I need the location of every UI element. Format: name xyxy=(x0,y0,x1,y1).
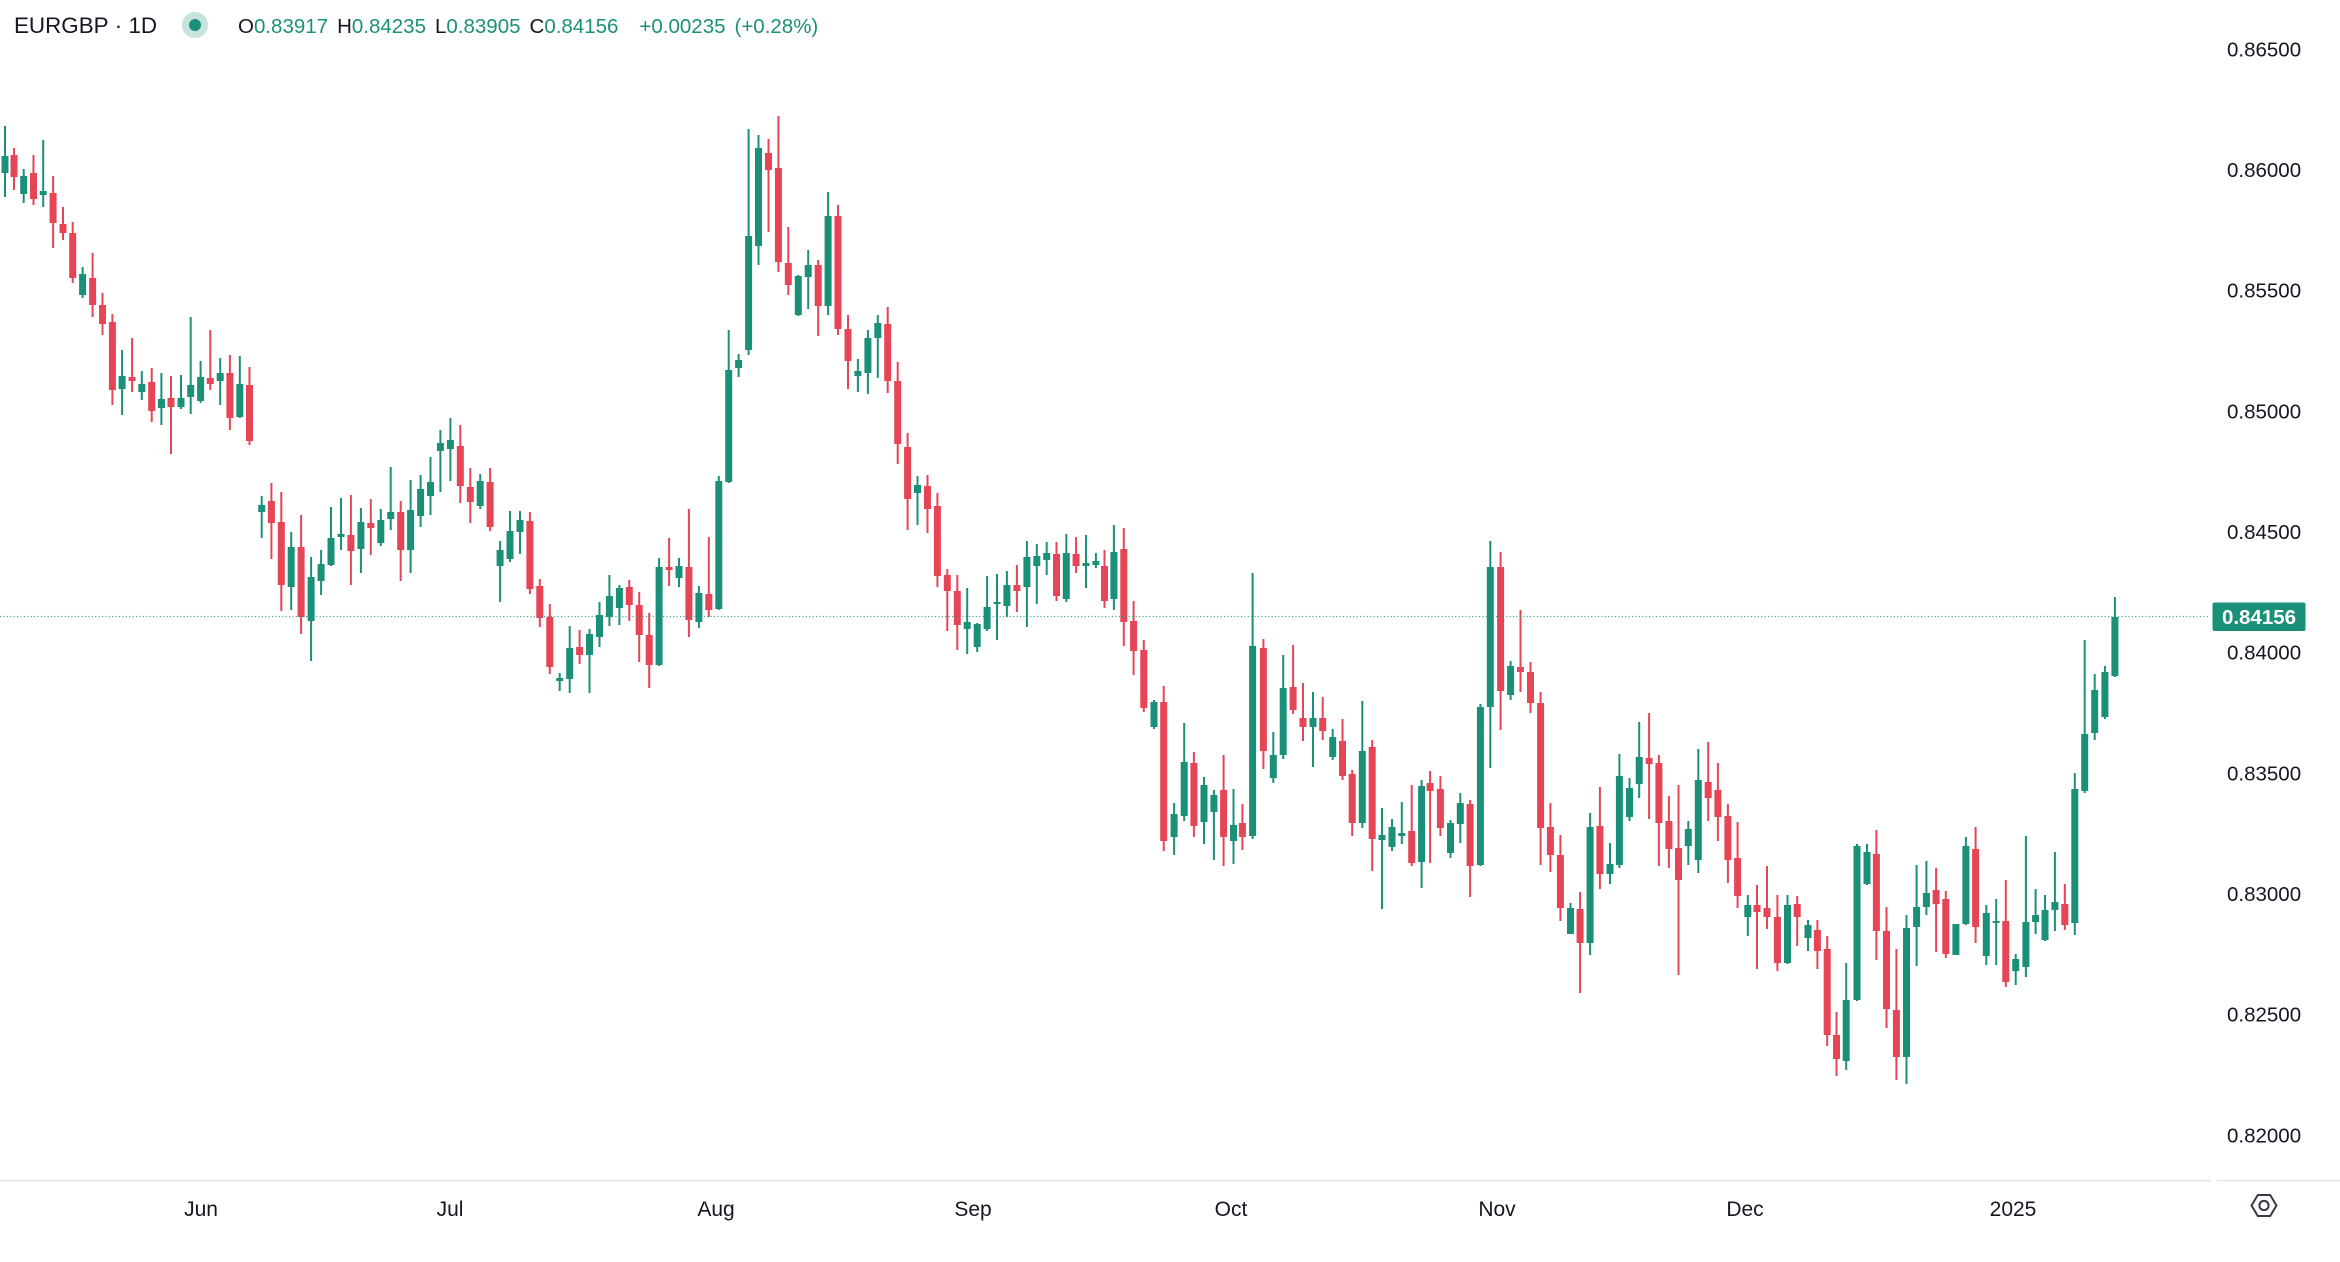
svg-text:0.83000: 0.83000 xyxy=(2227,883,2301,906)
svg-text:0.86000: 0.86000 xyxy=(2227,159,2301,182)
svg-text:2025: 2025 xyxy=(1990,1198,2037,1221)
svg-text:Nov: Nov xyxy=(1478,1198,1516,1221)
svg-text:0.82000: 0.82000 xyxy=(2227,1124,2301,1147)
svg-text:EURGBP · 1D: EURGBP · 1D xyxy=(14,13,157,38)
svg-text:0.84000: 0.84000 xyxy=(2227,642,2301,665)
svg-text:0.85500: 0.85500 xyxy=(2227,280,2301,303)
svg-text:0.82500: 0.82500 xyxy=(2227,1004,2301,1027)
svg-text:Jun: Jun xyxy=(184,1198,218,1221)
svg-text:0.83500: 0.83500 xyxy=(2227,762,2301,785)
svg-text:0.84156: 0.84156 xyxy=(2222,606,2296,629)
svg-text:Aug: Aug xyxy=(697,1198,734,1221)
svg-text:Jul: Jul xyxy=(437,1198,464,1221)
svg-text:Dec: Dec xyxy=(1726,1198,1763,1221)
svg-text:Sep: Sep xyxy=(954,1198,991,1221)
svg-text:0.85000: 0.85000 xyxy=(2227,400,2301,423)
svg-text:0.86500: 0.86500 xyxy=(2227,38,2301,61)
svg-text:0.84500: 0.84500 xyxy=(2227,521,2301,544)
svg-text:Oct: Oct xyxy=(1215,1198,1248,1221)
